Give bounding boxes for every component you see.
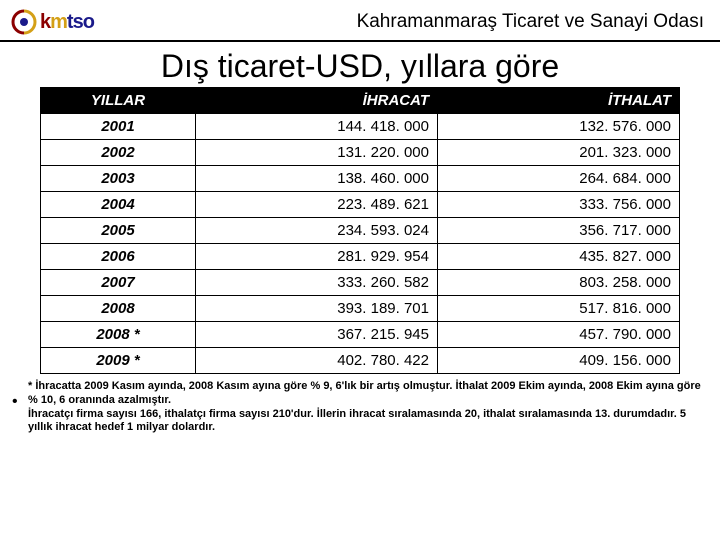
col-years: YILLAR <box>41 88 196 114</box>
table-row: 2001144. 418. 000132. 576. 000 <box>41 114 680 140</box>
cell-export: 131. 220. 000 <box>196 140 438 166</box>
cell-year: 2001 <box>41 114 196 140</box>
cell-year: 2007 <box>41 270 196 296</box>
cell-import: 132. 576. 000 <box>438 114 680 140</box>
col-export: İHRACAT <box>196 88 438 114</box>
cell-year: 2008 * <box>41 322 196 348</box>
cell-year: 2004 <box>41 192 196 218</box>
cell-import: 803. 258. 000 <box>438 270 680 296</box>
cell-export: 333. 260. 582 <box>196 270 438 296</box>
page-title: Dış ticaret-USD, yıllara göre <box>0 42 720 87</box>
logo-mark-icon <box>10 8 38 36</box>
cell-export: 223. 489. 621 <box>196 192 438 218</box>
cell-import: 264. 684. 000 <box>438 166 680 192</box>
table-row: 2008393. 189. 701517. 816. 000 <box>41 296 680 322</box>
footnotes: • * İhracatta 2009 Kasım ayında, 2008 Ka… <box>0 374 720 435</box>
cell-import: 457. 790. 000 <box>438 322 680 348</box>
table-row: 2004223. 489. 621333. 756. 000 <box>41 192 680 218</box>
cell-year: 2008 <box>41 296 196 322</box>
cell-import: 333. 756. 000 <box>438 192 680 218</box>
table-row: 2003138. 460. 000264. 684. 000 <box>41 166 680 192</box>
cell-export: 234. 593. 024 <box>196 218 438 244</box>
bullet-icon: • <box>12 392 18 412</box>
cell-import: 409. 156. 000 <box>438 348 680 374</box>
cell-import: 435. 827. 000 <box>438 244 680 270</box>
cell-import: 517. 816. 000 <box>438 296 680 322</box>
cell-export: 138. 460. 000 <box>196 166 438 192</box>
table-row: 2002131. 220. 000201. 323. 000 <box>41 140 680 166</box>
table-row: 2009 *402. 780. 422409. 156. 000 <box>41 348 680 374</box>
cell-import: 201. 323. 000 <box>438 140 680 166</box>
logo-letter-k: k <box>40 11 50 33</box>
table-row: 2007333. 260. 582803. 258. 000 <box>41 270 680 296</box>
footnote-line-2: İhracatçı firma sayısı 166, ithalatçı fi… <box>28 408 704 436</box>
cell-export: 367. 215. 945 <box>196 322 438 348</box>
org-title: Kahramanmaraş Ticaret ve Sanayi Odası <box>94 11 710 33</box>
logo-letter-tso: tso <box>67 11 94 33</box>
table-row: 2008 *367. 215. 945457. 790. 000 <box>41 322 680 348</box>
cell-year: 2002 <box>41 140 196 166</box>
cell-year: 2005 <box>41 218 196 244</box>
col-import: İTHALAT <box>438 88 680 114</box>
cell-year: 2009 * <box>41 348 196 374</box>
cell-export: 281. 929. 954 <box>196 244 438 270</box>
cell-year: 2006 <box>41 244 196 270</box>
table-row: 2006281. 929. 954435. 827. 000 <box>41 244 680 270</box>
table-row: 2005234. 593. 024356. 717. 000 <box>41 218 680 244</box>
cell-export: 393. 189. 701 <box>196 296 438 322</box>
cell-export: 402. 780. 422 <box>196 348 438 374</box>
cell-export: 144. 418. 000 <box>196 114 438 140</box>
cell-import: 356. 717. 000 <box>438 218 680 244</box>
trade-table: YILLAR İHRACAT İTHALAT 2001144. 418. 000… <box>40 87 680 374</box>
logo: kmtso <box>10 8 94 36</box>
logo-text: kmtso <box>40 11 94 34</box>
footnote-line-1: * İhracatta 2009 Kasım ayında, 2008 Kası… <box>28 380 704 408</box>
cell-year: 2003 <box>41 166 196 192</box>
logo-letter-m: m <box>50 11 67 33</box>
table-header-row: YILLAR İHRACAT İTHALAT <box>41 88 680 114</box>
header-bar: kmtso Kahramanmaraş Ticaret ve Sanayi Od… <box>0 0 720 42</box>
